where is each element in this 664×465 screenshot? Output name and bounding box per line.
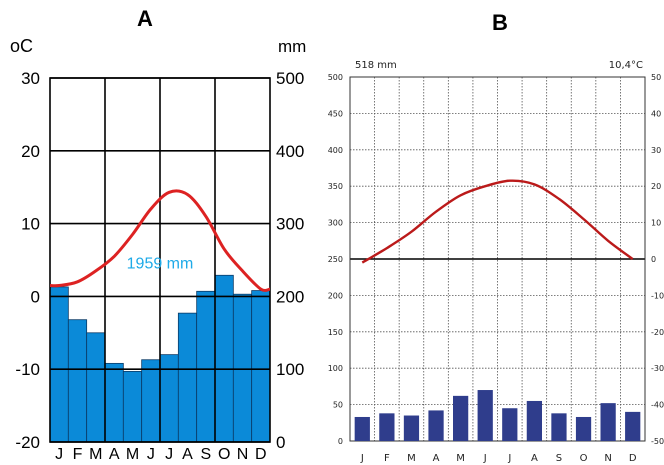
month-label: J	[507, 453, 511, 464]
precip-bar	[159, 354, 179, 443]
temp-tick-label: -20	[15, 433, 40, 452]
month-label: F	[384, 453, 390, 464]
temp-tick-label: 30	[21, 69, 40, 88]
temperature-line	[361, 179, 634, 264]
precip-tick-label: 500	[328, 73, 343, 82]
precip-bar	[453, 395, 469, 441]
precip-bar	[141, 359, 161, 443]
month-label: J	[55, 446, 63, 463]
temp-tick-label: 20	[21, 142, 40, 161]
annual-precip-annotation: 1959 mm	[127, 256, 194, 273]
month-label: D	[255, 446, 267, 463]
month-label: J	[147, 446, 155, 463]
precip-bar	[502, 408, 518, 441]
panel-a-right-unit: mm	[278, 37, 306, 56]
precip-tick-label: 200	[276, 287, 304, 306]
precip-bar	[428, 410, 444, 441]
month-label: A	[531, 453, 538, 464]
month-label: J	[165, 446, 173, 463]
plot-frame	[349, 76, 646, 442]
month-label: M	[126, 446, 139, 463]
panel-b-label: B	[492, 10, 508, 35]
temp-tick-label: 20	[651, 182, 661, 191]
precip-bar	[177, 312, 198, 443]
precip-bar	[67, 319, 88, 443]
precip-bar	[379, 413, 395, 441]
precip-tick-label: 150	[328, 328, 343, 337]
temp-tick-label: 0	[651, 255, 656, 264]
month-label: S	[200, 446, 211, 463]
precip-tick-label: 300	[276, 215, 304, 234]
precip-bar	[122, 370, 143, 443]
precip-tick-label: 50	[333, 401, 343, 410]
month-label: S	[556, 453, 562, 464]
precip-bar	[354, 416, 370, 441]
precip-bar	[104, 362, 124, 443]
precip-tick-label: 100	[328, 364, 343, 373]
temp-tick-label: -40	[651, 401, 664, 410]
precip-tick-label: 500	[276, 69, 304, 88]
precip-bar	[477, 390, 493, 441]
precip-tick-label: 100	[276, 360, 304, 379]
panel-a-left-unit: oC	[10, 36, 33, 56]
month-label: O	[580, 453, 588, 464]
temp-tick-label: 50	[651, 73, 661, 82]
precip-bar	[251, 290, 271, 443]
precip-bar	[625, 411, 641, 441]
precip-bar	[526, 400, 542, 441]
temp-tick-label: -10	[15, 360, 40, 379]
temperature-line	[49, 189, 271, 292]
temp-tick-label: 10	[21, 215, 40, 234]
plot-frame	[49, 77, 271, 443]
month-label: J	[483, 453, 487, 464]
temp-tick-label: 40	[651, 109, 661, 118]
precip-bar	[600, 403, 616, 441]
precip-tick-label: 400	[276, 142, 304, 161]
precip-bar	[196, 290, 216, 443]
precip-tick-label: 250	[328, 255, 343, 264]
month-label: M	[89, 446, 102, 463]
month-label: A	[433, 453, 440, 464]
month-label: A	[109, 446, 120, 463]
month-label: O	[218, 446, 230, 463]
precip-tick-label: 200	[328, 291, 343, 300]
precip-bar	[214, 274, 234, 443]
temp-tick-label: -30	[651, 364, 664, 373]
panel-a-label: A	[137, 6, 153, 31]
month-label: F	[73, 446, 83, 463]
temp-tick-label: 10	[651, 219, 661, 228]
temp-tick-label: -10	[651, 291, 664, 300]
temp-tick-label: -50	[651, 437, 664, 446]
month-label: N	[237, 446, 249, 463]
precip-tick-label: 0	[276, 433, 285, 452]
month-label: M	[407, 453, 416, 464]
month-label: J	[360, 453, 364, 464]
precip-tick-label: 0	[338, 437, 343, 446]
precip-tick-label: 300	[328, 219, 343, 228]
panel-b-annotation-temp: 10,4°C	[609, 60, 643, 71]
precip-tick-label: 350	[328, 182, 343, 191]
precip-bar	[551, 413, 567, 441]
panel-b-annotation-precip: 518 mm	[355, 60, 397, 71]
precip-bar	[49, 286, 69, 443]
precip-bar	[86, 332, 106, 443]
precip-bar	[232, 293, 253, 443]
precip-bar	[575, 416, 592, 441]
month-label: A	[182, 446, 193, 463]
month-label: N	[604, 453, 611, 464]
month-label: D	[629, 453, 637, 464]
month-label: M	[456, 453, 465, 464]
temp-tick-label: 0	[31, 287, 40, 306]
precip-bar	[403, 415, 420, 441]
temp-tick-label: 30	[651, 146, 661, 155]
temp-tick-label: -20	[651, 328, 664, 337]
precip-tick-label: 450	[328, 109, 343, 118]
precip-tick-label: 400	[328, 146, 343, 155]
